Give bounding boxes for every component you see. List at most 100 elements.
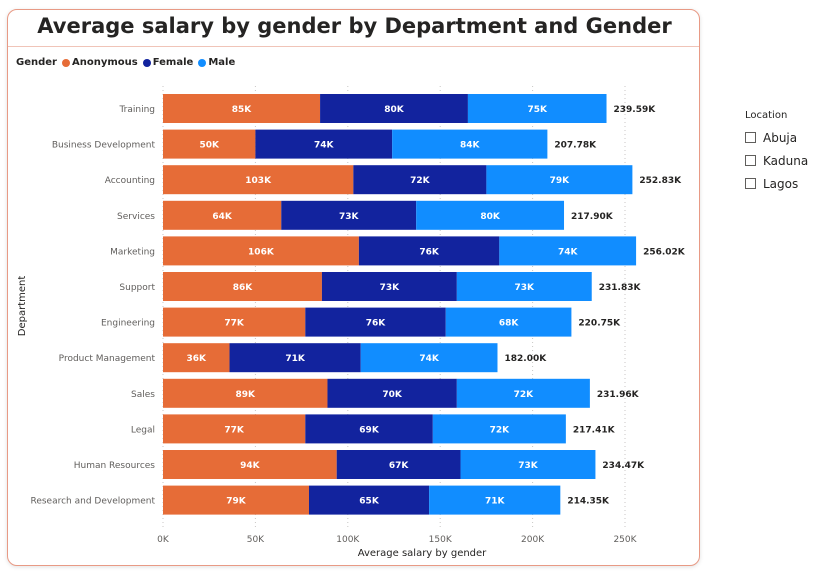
bar-female — [308, 485, 430, 515]
bar-male — [456, 272, 592, 301]
x-axis-title: Average salary by gender — [358, 548, 487, 559]
data-label: 73K — [515, 283, 536, 293]
data-label: 77K — [224, 319, 245, 329]
x-tick-label: 150K — [429, 535, 453, 545]
bar-male — [432, 414, 566, 444]
bar-male — [392, 129, 548, 159]
y-axis-title: Department — [17, 276, 28, 337]
legend-label-anonymous: Anonymous — [71, 57, 138, 68]
bar-female — [358, 236, 500, 266]
total-label: 217.90K — [571, 212, 614, 222]
data-label: 50K — [199, 141, 220, 151]
data-label: 77K — [224, 425, 245, 435]
bar-anonymous — [163, 94, 321, 123]
y-tick-label: Business Development — [52, 141, 156, 151]
bar-anonymous — [163, 450, 337, 479]
data-label: 70K — [382, 390, 403, 400]
data-label: 71K — [285, 354, 306, 364]
bar-male — [486, 165, 633, 195]
x-tick-label: 100K — [336, 535, 360, 545]
bar-female — [229, 343, 361, 373]
y-tick-label: Product Management — [59, 354, 156, 364]
data-label: 36K — [187, 354, 208, 364]
data-label: 64K — [212, 212, 233, 222]
bar-anonymous — [163, 129, 256, 159]
total-label: 182.00K — [504, 354, 547, 364]
y-tick-label: Support — [119, 283, 155, 293]
data-label: 65K — [359, 497, 380, 507]
data-label: 80K — [480, 212, 501, 222]
legend-item-anonymous[interactable]: Anonymous — [61, 57, 138, 68]
data-label: 73K — [518, 461, 539, 471]
total-label: 217.41K — [573, 425, 616, 435]
data-label: 76K — [419, 247, 440, 257]
data-label: 86K — [233, 283, 254, 293]
bar-male — [456, 378, 590, 408]
slicer-option-kaduna[interactable]: Kaduna — [745, 149, 808, 172]
total-label: 231.83K — [599, 283, 642, 293]
data-label: 106K — [248, 247, 275, 257]
slicer-option-abuja[interactable]: Abuja — [745, 126, 808, 149]
bar-anonymous — [163, 236, 359, 266]
data-label: 72K — [410, 176, 431, 186]
checkbox-icon[interactable] — [745, 132, 756, 143]
y-tick-label: Services — [117, 212, 155, 222]
data-label: 80K — [384, 105, 405, 115]
legend-item-female[interactable]: Female — [142, 57, 194, 68]
x-tick-label: 250K — [613, 535, 637, 545]
bar-male — [460, 450, 596, 479]
data-label: 85K — [232, 105, 253, 115]
data-label: 75K — [527, 105, 548, 115]
slicer-option-label: Lagos — [763, 176, 799, 191]
y-tick-label: Engineering — [101, 319, 155, 329]
legend-label-male: Male — [208, 57, 236, 68]
checkbox-icon[interactable] — [745, 155, 756, 166]
bar-anonymous — [163, 272, 322, 301]
bar-female — [255, 129, 393, 159]
legend-item-male[interactable]: Male — [198, 57, 235, 68]
bar-female — [281, 200, 417, 230]
checkbox-icon[interactable] — [745, 178, 756, 189]
legend-dot-male — [198, 58, 207, 67]
data-label: 73K — [380, 283, 401, 293]
bar-male — [445, 307, 572, 337]
total-label: 214.35K — [567, 497, 610, 507]
legend-dot-anonymous — [61, 58, 70, 67]
slicer-option-lagos[interactable]: Lagos — [745, 172, 808, 195]
data-label: 74K — [314, 141, 335, 151]
legend-label-female: Female — [152, 57, 194, 68]
bar-female — [327, 378, 457, 408]
title-divider — [8, 46, 699, 47]
y-tick-label: Research and Development — [30, 497, 155, 507]
slicer-option-label: Abuja — [763, 130, 798, 145]
data-label: 72K — [490, 425, 511, 435]
data-label: 103K — [245, 176, 272, 186]
data-label: 79K — [226, 497, 247, 507]
data-label: 71K — [485, 497, 506, 507]
y-tick-label: Sales — [131, 390, 155, 400]
total-label: 239.59K — [614, 105, 657, 115]
bar-male — [360, 343, 498, 373]
bar-anonymous — [163, 343, 230, 373]
bar-male — [416, 200, 565, 230]
slicer-option-label: Kaduna — [763, 153, 809, 168]
slicer-title: Location — [745, 110, 788, 121]
bar-anonymous — [163, 414, 306, 444]
y-tick-label: Legal — [131, 425, 155, 435]
bar-anonymous — [163, 307, 306, 337]
x-tick-label: 200K — [521, 535, 545, 545]
x-tick-label: 50K — [247, 535, 265, 545]
bar-anonymous — [163, 200, 282, 230]
y-tick-label: Human Resources — [74, 461, 156, 471]
total-label: 220.75K — [578, 319, 621, 329]
bar-female — [305, 414, 433, 444]
bar-female — [336, 450, 461, 479]
y-tick-label: Accounting — [105, 176, 155, 186]
x-tick-label: 0K — [157, 535, 170, 545]
total-label: 252.83K — [639, 176, 682, 186]
data-label: 68K — [499, 319, 520, 329]
total-label: 207.78K — [554, 141, 597, 151]
location-slicer: Location Abuja Kaduna Lagos — [745, 110, 808, 195]
bar-anonymous — [163, 485, 309, 515]
